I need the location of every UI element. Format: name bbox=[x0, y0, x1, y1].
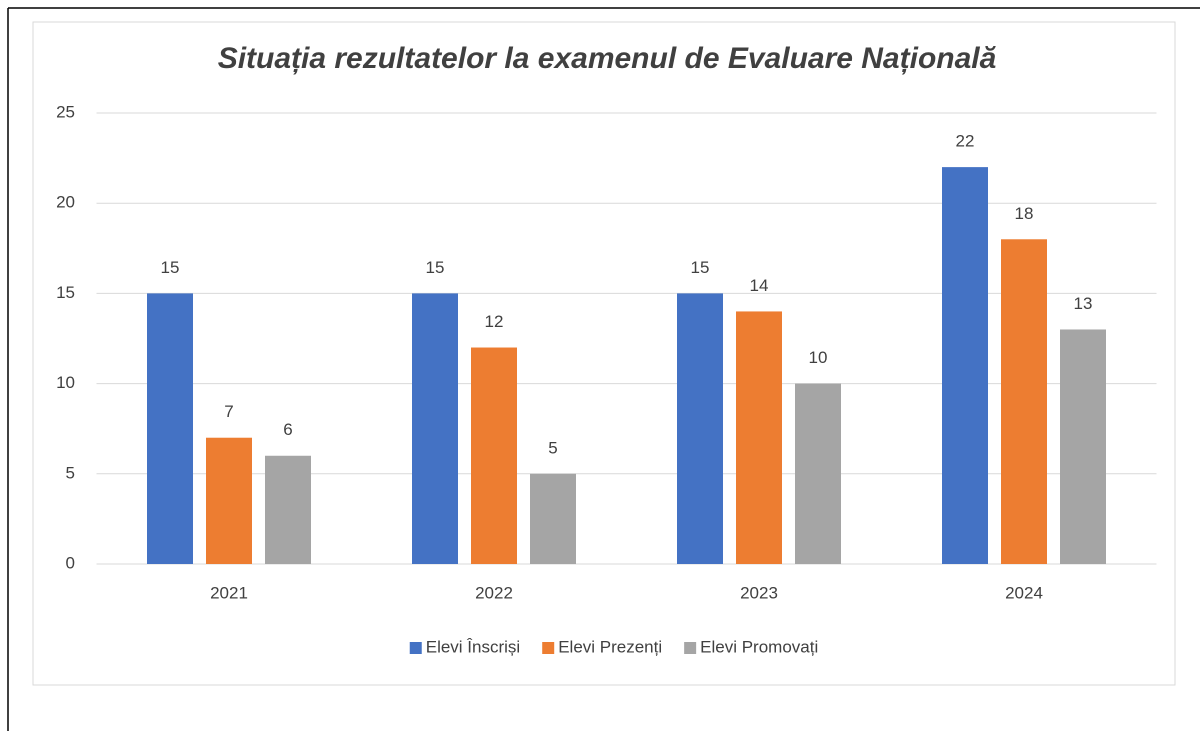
bar bbox=[677, 293, 723, 564]
bar bbox=[795, 383, 841, 564]
data-label: 22 bbox=[956, 132, 975, 151]
bar bbox=[1060, 329, 1106, 564]
bar bbox=[942, 167, 988, 564]
bar bbox=[265, 455, 311, 564]
data-label: 15 bbox=[161, 258, 180, 277]
x-tick-label: 2022 bbox=[475, 583, 513, 602]
data-label: 6 bbox=[283, 420, 292, 439]
x-tick-label: 2021 bbox=[210, 583, 248, 602]
chart-title: Situația rezultatelor la examenul de Eva… bbox=[218, 42, 997, 75]
y-tick-label: 20 bbox=[56, 193, 75, 212]
y-tick-label: 15 bbox=[56, 283, 75, 302]
bar bbox=[1001, 239, 1047, 564]
bar bbox=[530, 473, 576, 564]
y-tick-label: 5 bbox=[66, 463, 75, 482]
legend-label: Elevi Prezenți bbox=[558, 637, 662, 656]
legend-swatch bbox=[684, 642, 697, 654]
bar bbox=[147, 293, 193, 564]
y-tick-label: 10 bbox=[56, 373, 75, 392]
data-label: 10 bbox=[809, 348, 828, 367]
data-label: 13 bbox=[1074, 294, 1093, 313]
bar bbox=[412, 293, 458, 564]
data-label: 15 bbox=[691, 258, 710, 277]
chart-frame bbox=[32, 21, 1176, 686]
data-label: 7 bbox=[224, 402, 233, 421]
x-tick-label: 2024 bbox=[1005, 583, 1043, 602]
data-label: 14 bbox=[750, 276, 769, 295]
data-label: 5 bbox=[548, 438, 557, 457]
legend-swatch bbox=[409, 642, 422, 654]
data-label: 12 bbox=[485, 312, 504, 331]
x-tick-label: 2023 bbox=[740, 583, 778, 602]
data-label: 18 bbox=[1015, 204, 1034, 223]
y-tick-label: 0 bbox=[66, 553, 75, 572]
bar bbox=[471, 347, 517, 564]
legend-swatch bbox=[542, 642, 555, 654]
bar bbox=[736, 311, 782, 564]
bar bbox=[206, 437, 252, 564]
legend-label: Elevi Promovați bbox=[700, 637, 818, 656]
y-tick-label: 25 bbox=[56, 102, 75, 121]
legend-label: Elevi Înscriși bbox=[426, 637, 520, 656]
data-label: 15 bbox=[426, 258, 445, 277]
